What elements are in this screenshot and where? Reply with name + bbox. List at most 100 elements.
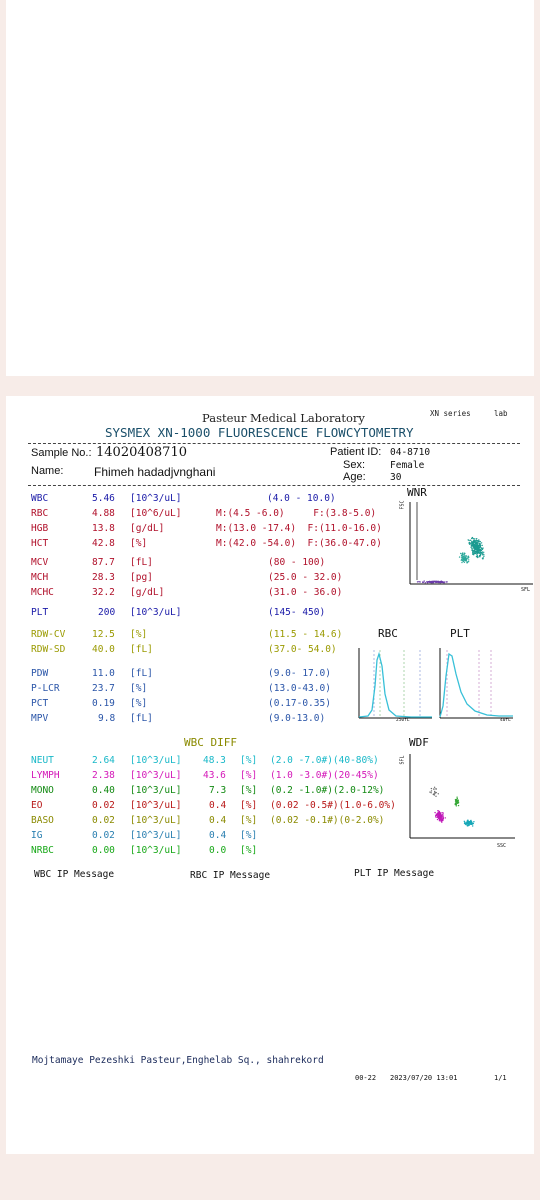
scatter-dot — [430, 790, 433, 792]
scatter-dot — [463, 822, 466, 825]
scatter-dot — [446, 581, 448, 583]
plt-x-label: 40fL — [500, 718, 511, 723]
scatter-dot — [468, 541, 471, 544]
diff-unit: [10^3/uL] — [130, 770, 182, 781]
scatter-dot — [473, 539, 475, 541]
scatter-dot — [434, 811, 436, 814]
scatter-dot — [468, 822, 470, 824]
scatter-dot — [481, 544, 483, 547]
scatter-dot — [441, 819, 443, 822]
result-row-wbc: WBC 5.46 [10^3/uL] (4.0 - 10.0) — [0, 493, 540, 507]
scatter-dot — [466, 561, 468, 563]
scatter-dot — [471, 540, 473, 542]
scatter-dot — [457, 804, 460, 807]
scatter-dot — [435, 815, 437, 817]
diff-unit: [10^3/uL] — [130, 800, 182, 811]
test-ref: (37.0- 54.0) — [268, 644, 337, 655]
scatter-dot — [461, 555, 463, 557]
scatter-dot — [473, 553, 475, 555]
scatter-dot — [461, 553, 463, 555]
divider-bottom — [28, 485, 520, 486]
scatter-dot — [470, 546, 472, 548]
scatter-dot — [481, 554, 484, 556]
scatter-dot — [481, 551, 484, 553]
test-ref: (80 - 100) — [268, 557, 326, 568]
name-label: Name: — [31, 465, 64, 477]
diff-abs: 0.02 — [92, 815, 115, 826]
test-name: RBC — [31, 508, 49, 519]
scatter-dot — [434, 581, 437, 583]
scatter-dot — [467, 555, 470, 557]
diff-row-mono: MONO 0.40 [10^3/uL] 7.3 [%] (0.2 -1.0#)(… — [0, 785, 540, 799]
diff-pct-unit: [%] — [240, 770, 258, 781]
result-row-p-lcr: P-LCR 23.7 [%] (13.0-43.0) — [0, 683, 540, 697]
diff-row-eo: EO 0.02 [10^3/uL] 0.4 [%] (0.02 -0.5#)(1… — [0, 800, 540, 814]
report-paper — [6, 396, 534, 1154]
scatter-dot — [474, 544, 476, 546]
test-value: 9.8 — [98, 713, 116, 724]
scatter-dot — [477, 556, 479, 558]
scatter-dot — [474, 552, 477, 555]
test-value: 87.7 — [92, 557, 115, 568]
test-unit: [g/dL] — [130, 523, 165, 534]
scatter-dot — [442, 812, 444, 814]
scatter-dot — [475, 539, 477, 541]
scatter-dot — [469, 823, 472, 825]
scatter-dot — [463, 559, 466, 561]
scatter-dot — [468, 559, 470, 561]
scatter-dot — [465, 823, 467, 825]
scatter-dot — [472, 537, 474, 540]
scatter-dot — [475, 550, 478, 552]
scatter-dot — [480, 547, 483, 549]
scatter-dot — [444, 817, 446, 819]
test-name: MCHC — [31, 587, 54, 598]
test-unit: [%] — [130, 683, 148, 694]
test-value: 5.46 — [92, 493, 115, 504]
scatter-dot — [476, 546, 478, 548]
scatter-dot — [455, 805, 457, 807]
scatter-dot — [463, 820, 465, 822]
scatter-dot — [460, 552, 462, 555]
test-name: WBC — [31, 493, 49, 504]
footer-page: 1/1 — [494, 1074, 507, 1082]
result-row-hct: HCT 42.8 [%] M:(42.0 -54.0) F:(36.0-47.0… — [0, 538, 540, 552]
test-name: MCH — [31, 572, 49, 583]
test-name: RDW-CV — [31, 629, 66, 640]
diff-pct: 0.4 — [209, 815, 227, 826]
diff-row-baso: BASO 0.02 [10^3/uL] 0.4 [%] (0.02 -0.1#)… — [0, 815, 540, 829]
lab-name: Pasteur Medical Laboratory — [202, 411, 365, 425]
diff-pct-unit: [%] — [240, 755, 258, 766]
test-ref: M:(4.5 -6.0) F:(3.8-5.0) — [216, 508, 377, 519]
diff-name: IG — [31, 830, 43, 841]
test-name: PLT — [31, 607, 49, 618]
test-value: 4.88 — [92, 508, 115, 519]
scatter-dot — [467, 557, 469, 560]
patient-id-label: Patient ID: — [330, 446, 382, 458]
scatter-dot — [474, 538, 476, 540]
test-value: 23.7 — [92, 683, 115, 694]
scatter-dot — [423, 580, 425, 582]
plt-hist-title: PLT — [450, 627, 470, 640]
diff-pct: 0.4 — [209, 830, 227, 841]
test-name: MCV — [31, 557, 49, 568]
scatter-dot — [465, 558, 467, 560]
scatter-dot — [433, 788, 435, 790]
diff-ref: (0.2 -1.0#)(2.0-12%) — [270, 785, 385, 796]
scatter-dot — [462, 558, 464, 561]
scatter-dot — [479, 547, 481, 549]
patient-name: Fhimeh hadadjvnghani — [94, 465, 216, 479]
diff-ref: (0.02 -0.5#)(1.0-6.0%) — [270, 800, 396, 811]
test-ref: (9.0-13.0) — [268, 713, 326, 724]
scatter-dot — [442, 815, 444, 817]
scatter-dot — [483, 551, 485, 553]
scatter-dot — [456, 802, 458, 804]
diff-ref: (2.0 -7.0#)(40-80%) — [270, 755, 379, 766]
diff-name: LYMPH — [31, 770, 60, 781]
test-name: HGB — [31, 523, 49, 534]
rbc-hist-title: RBC — [378, 627, 398, 640]
scatter-dot — [437, 815, 439, 817]
scatter-dot — [482, 553, 484, 555]
scatter-dot — [427, 581, 429, 583]
diff-row-ig: IG 0.02 [10^3/uL] 0.4 [%] — [0, 830, 540, 844]
diff-name: BASO — [31, 815, 54, 826]
